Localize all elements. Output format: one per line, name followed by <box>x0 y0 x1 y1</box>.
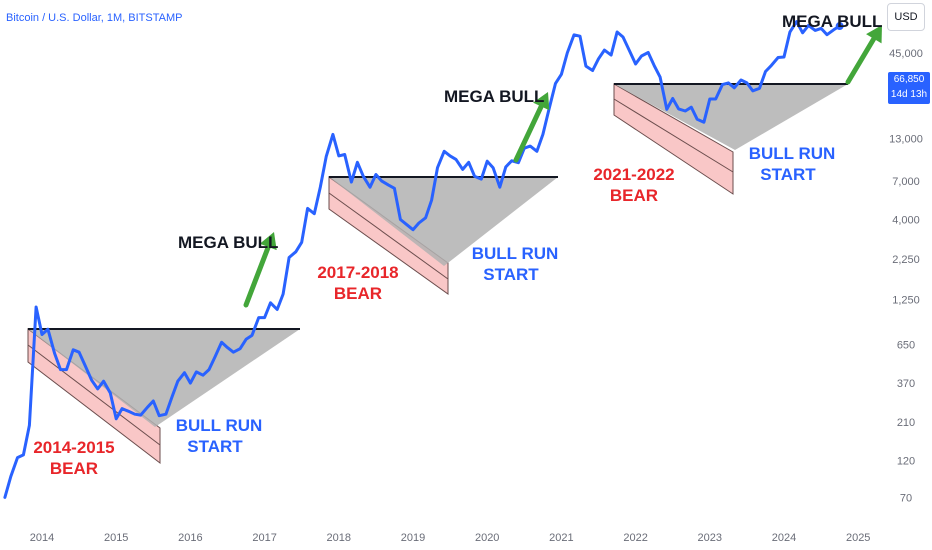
bull-run-start-3-line2: START <box>760 165 816 184</box>
mega-bull-arrow-shaft-3 <box>845 36 877 85</box>
bull-run-start-1-line2: START <box>187 437 243 456</box>
y-tick-label: 4,000 <box>892 215 920 227</box>
price-line <box>3 20 842 499</box>
x-tick-label: 2025 <box>846 532 870 544</box>
last-price-dot <box>835 22 844 31</box>
x-tick-label: 2024 <box>772 532 796 544</box>
y-tick-label: 7,000 <box>892 176 920 188</box>
x-tick-label: 2016 <box>178 532 202 544</box>
y-tick-label: 70 <box>900 492 912 504</box>
mega-bull-label-1: MEGA BULL <box>178 233 278 252</box>
y-tick-label: 2,250 <box>892 254 920 266</box>
mega-bull-arrow-head-3 <box>866 25 882 44</box>
x-tick-label: 2021 <box>549 532 573 544</box>
bear-channel-midline-1 <box>27 344 161 446</box>
mega-bull-arrow-head-1 <box>259 232 277 251</box>
y-tick-label: 120 <box>897 455 915 467</box>
y-tick-label: 45,000 <box>889 48 923 60</box>
price-badge-value: 66,850 <box>893 74 925 85</box>
bull-run-start-1-line1: BULL RUN <box>176 416 263 435</box>
bear-2017-years: 2017-2018 <box>317 263 398 282</box>
bear-2021-word: BEAR <box>610 186 658 205</box>
accumulation-triangle-1 <box>28 329 300 427</box>
bull-run-start-3-line1: BULL RUN <box>749 144 836 163</box>
mega-bull-arrow-shaft-1 <box>243 244 271 308</box>
mega-bull-label-2: MEGA BULL <box>444 87 544 106</box>
x-tick-label: 2020 <box>475 532 499 544</box>
currency-button[interactable]: USD <box>887 3 925 31</box>
bull-run-start-2-line2: START <box>483 265 539 284</box>
mega-bull-label-3: MEGA BULL <box>782 12 882 31</box>
symbol-title: Bitcoin / U.S. Dollar, 1M, BITSTAMP <box>6 12 183 24</box>
bear-channel-midline-3 <box>613 98 734 173</box>
x-tick-label: 2018 <box>327 532 351 544</box>
bull-run-start-2-line1: BULL RUN <box>472 244 559 263</box>
x-tick-label: 2017 <box>252 532 276 544</box>
pattern-overlay-layer <box>27 83 848 465</box>
bear-channel-3 <box>613 83 734 195</box>
x-tick-label: 2015 <box>104 532 128 544</box>
y-tick-label: 13,000 <box>889 134 923 146</box>
price-badge: 66,850 14d 13h <box>888 72 930 104</box>
mega-bull-arrow-head-2 <box>533 92 550 111</box>
x-tick-label: 2014 <box>30 532 54 544</box>
arrows-layer <box>243 25 882 308</box>
accumulation-triangle-2 <box>329 177 558 266</box>
y-tick-label: 1,250 <box>892 294 920 306</box>
y-tick-label: 210 <box>897 417 915 429</box>
y-tick-label: 370 <box>897 378 915 390</box>
bear-2014-years: 2014-2015 <box>33 438 114 457</box>
bear-channel-midline-2 <box>328 192 449 280</box>
x-axis: 2014 2015 2016 2017 2018 2019 2020 2021 2022 2023… <box>30 532 871 544</box>
price-badge-countdown: 14d 13h <box>890 89 928 100</box>
y-tick-label: 650 <box>897 339 915 351</box>
bear-2021-years: 2021-2022 <box>593 165 674 184</box>
x-tick-label: 2023 <box>698 532 722 544</box>
mega-bull-arrow-shaft-2 <box>513 103 544 163</box>
x-tick-label: 2022 <box>623 532 647 544</box>
x-tick-label: 2019 <box>401 532 425 544</box>
bear-2014-word: BEAR <box>50 459 98 478</box>
bear-2017-word: BEAR <box>334 284 382 303</box>
